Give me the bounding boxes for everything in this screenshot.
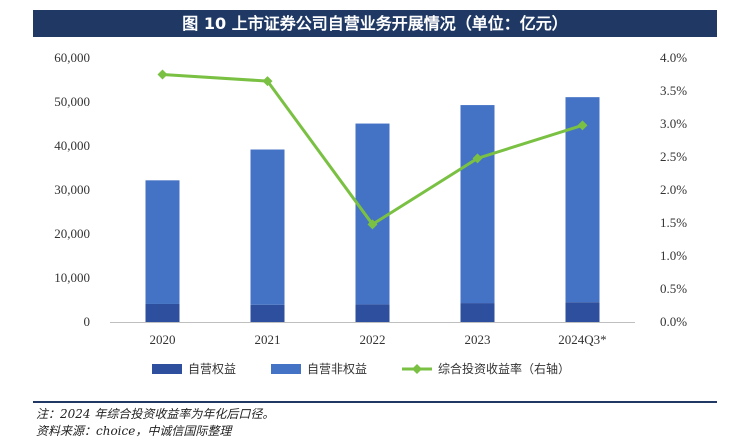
legend-label: 自营非权益 xyxy=(307,362,367,376)
bar-segment xyxy=(355,304,390,322)
y-right-tick-label: 2.5% xyxy=(660,149,687,164)
y-right-tick-label: 4.0% xyxy=(660,50,687,65)
y-right-tick-label: 3.5% xyxy=(660,83,687,98)
line-marker xyxy=(157,69,168,80)
bar-segment xyxy=(145,180,180,304)
bar-segment xyxy=(565,97,600,303)
y-right-tick-label: 1.5% xyxy=(660,215,687,230)
footnote: 注：2024 年综合投资收益率为年化后口径。 xyxy=(36,407,275,421)
x-tick-label: 2023 xyxy=(465,332,491,347)
line-marker xyxy=(367,219,378,230)
y-right-tick-label: 2.0% xyxy=(660,182,687,197)
y-right-tick-label: 0.5% xyxy=(660,281,687,296)
axes: 0 10,000 20,000 30,000 40,000 50,000 60,000 0.0… xyxy=(54,50,687,347)
y-left-tick-label: 30,000 xyxy=(54,182,90,197)
line-marker xyxy=(577,120,588,131)
bar-segment xyxy=(460,303,495,322)
x-tick-label: 2024Q3* xyxy=(558,332,606,347)
bar-segment xyxy=(355,123,390,305)
footer-divider xyxy=(33,401,717,403)
chart: 0 10,000 20,000 30,000 40,000 50,000 60,000 0.0… xyxy=(54,50,687,376)
legend-label: 综合投资收益率（右轴） xyxy=(438,361,570,376)
y-left-tick-label: 60,000 xyxy=(54,50,90,65)
bar-segment xyxy=(460,105,495,304)
x-tick-label: 2020 xyxy=(150,332,176,347)
bar-segment xyxy=(250,304,285,322)
line-marker xyxy=(262,76,273,87)
line-marker xyxy=(472,153,483,164)
y-left-tick-label: 20,000 xyxy=(54,226,90,241)
y-left-tick-label: 10,000 xyxy=(54,270,90,285)
y-left-tick-label: 40,000 xyxy=(54,138,90,153)
y-right-tick-label: 1.0% xyxy=(660,248,687,263)
line-series xyxy=(157,69,588,230)
legend-marker xyxy=(412,364,422,374)
x-tick-label: 2022 xyxy=(360,332,386,347)
x-tick-label: 2021 xyxy=(255,332,281,347)
y-left-tick-label: 50,000 xyxy=(54,94,90,109)
y-right-tick-label: 0.0% xyxy=(660,314,687,329)
legend-label: 自营权益 xyxy=(188,362,236,376)
bar-segment xyxy=(145,303,180,322)
y-left-tick-label: 0 xyxy=(84,314,91,329)
y-right-tick-label: 3.0% xyxy=(660,116,687,131)
chart-title: 图 10 上市证券公司自营业务开展情况（单位：亿元） xyxy=(33,10,717,37)
legend-swatch xyxy=(271,364,301,374)
legend: 自营权益 自营非权益 综合投资收益率（右轴） xyxy=(152,361,570,376)
bars xyxy=(145,97,600,322)
bar-segment xyxy=(565,302,600,322)
legend-swatch xyxy=(152,364,182,374)
bar-segment xyxy=(250,149,285,305)
